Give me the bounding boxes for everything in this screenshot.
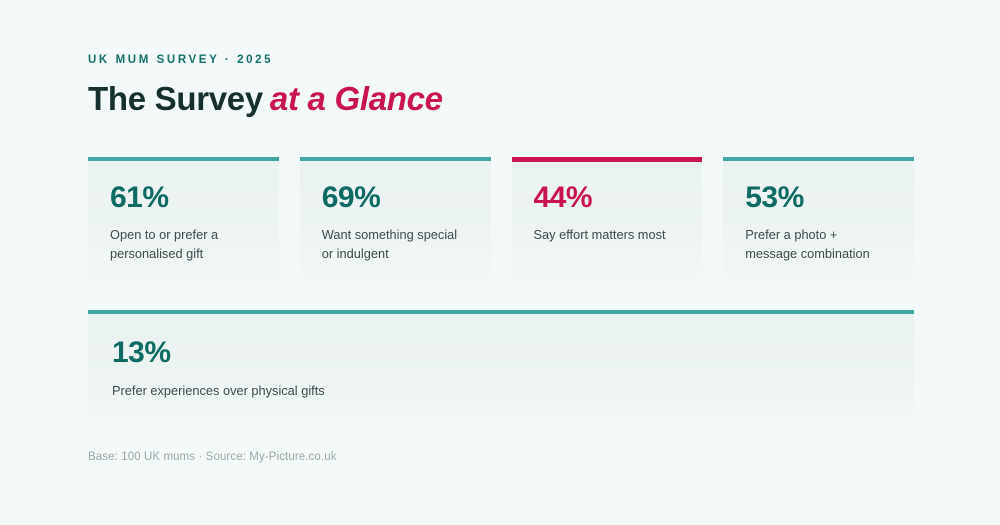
stat-value: 13% [112,336,171,369]
page-title-accent: at a Glance [269,80,443,117]
stat-label: Prefer a photo + message combination [745,227,870,261]
stat-card: 44% Say effort matters most [511,157,703,291]
stat-label: Prefer experiences over physical gifts [112,383,325,398]
page-title: The Survey at a Glance [88,80,443,118]
card-accent-bar [88,310,914,314]
card-accent-bar [723,157,914,161]
card-accent-bar [88,157,279,161]
stat-value: 44% [533,181,593,214]
header: UK MUM SURVEY · 2025 The Survey at a Glan… [88,54,443,118]
stat-value: 61% [110,181,169,214]
stat-card: 53% Prefer a photo + message combination [723,157,914,291]
stat-cards-row: 61% Open to or prefer a personalised gif… [88,157,914,291]
card-accent-bar [299,157,491,161]
stat-label: Want something special or indulgent [321,227,458,261]
stat-card-wide: 13% Prefer experiences over physical gif… [88,310,914,427]
eyebrow-label: UK MUM SURVEY · 2025 [88,54,274,66]
card-accent-bar [511,157,703,162]
stat-value: 53% [745,181,804,214]
stat-label: Open to or prefer a personalised gift [110,227,219,261]
page-title-main: The Survey [88,80,263,117]
stat-label: Say effort matters most [533,227,666,242]
stat-card: 69% Want something special or indulgent [299,157,491,291]
stat-value: 69% [321,181,381,214]
footer-source-note: Base: 100 UK mums · Source: My-Picture.c… [88,451,337,463]
stat-card: 61% Open to or prefer a personalised gif… [88,157,279,291]
